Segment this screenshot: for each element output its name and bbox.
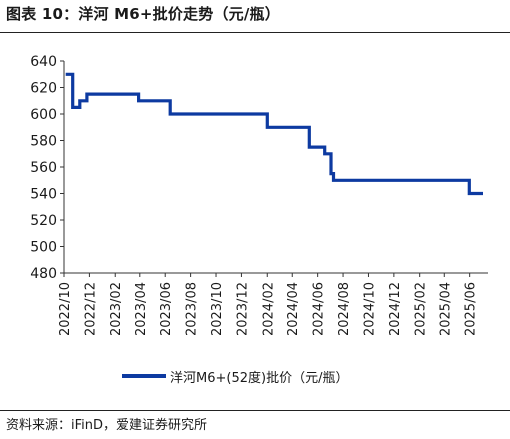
data-point — [330, 172, 333, 175]
x-tick-label: 2023/04 — [134, 282, 149, 336]
y-tick-label: 600 — [30, 107, 57, 123]
y-tick-label: 540 — [30, 187, 57, 203]
x-tick-label: 2025/04 — [438, 282, 453, 336]
legend-label: 洋河M6+(52度)批价（元/瓶） — [170, 370, 349, 386]
y-tick-label: 620 — [30, 81, 57, 97]
x-tick-label: 2025/02 — [414, 282, 429, 336]
x-tick-label: 2024/04 — [286, 282, 301, 336]
source-note: 资料来源：iFinD，爱建证券研究所 — [6, 418, 208, 433]
x-tick-label: 2025/06 — [464, 282, 479, 336]
data-point — [78, 99, 81, 102]
data-point — [71, 106, 74, 109]
x-tick-label: 2024/12 — [388, 282, 403, 336]
data-point — [482, 192, 485, 195]
data-point — [332, 179, 335, 182]
legend: 洋河M6+(52度)批价（元/瓶） — [122, 366, 348, 386]
x-tick-label: 2022/12 — [83, 282, 98, 336]
y-tick-label: 500 — [30, 240, 57, 256]
y-tick-label: 640 — [30, 54, 57, 70]
data-point — [308, 146, 311, 149]
data-point — [266, 126, 269, 129]
x-tick-label: 2023/12 — [235, 282, 250, 336]
legend-swatch — [122, 374, 166, 378]
x-tick-label: 2023/10 — [210, 282, 225, 336]
x-tick-label: 2024/08 — [337, 282, 352, 336]
x-tick-label: 2023/08 — [185, 282, 200, 336]
y-tick-label: 480 — [30, 266, 57, 282]
x-tick-label: 2023/06 — [159, 282, 174, 336]
source-divider — [0, 410, 510, 411]
x-tick-label: 2024/02 — [261, 282, 276, 336]
x-axis: 2022/10 2022/12 2023/02 2023/04 2023/06 2023/… — [58, 272, 488, 336]
y-tick-label: 520 — [30, 213, 57, 229]
data-point — [64, 73, 67, 76]
title-divider — [0, 32, 510, 33]
plot-area — [64, 72, 485, 196]
x-tick-label: 2024/10 — [362, 282, 377, 336]
y-tick-label: 560 — [30, 160, 57, 176]
x-tick-label: 2024/06 — [312, 282, 327, 336]
y-axis: 480 500 520 540 560 580 600 620 640 — [30, 54, 65, 282]
y-tick-label: 580 — [30, 134, 57, 150]
chart-title: 图表 10：洋河 M6+批价走势（元/瓶） — [6, 5, 280, 23]
x-tick-label: 2022/10 — [58, 282, 73, 336]
data-point — [137, 99, 140, 102]
data-point — [86, 93, 89, 96]
x-tick-label: 2023/02 — [109, 282, 124, 336]
data-point — [323, 152, 326, 155]
data-point — [468, 192, 471, 195]
series-line — [65, 72, 483, 196]
data-point — [169, 113, 172, 116]
